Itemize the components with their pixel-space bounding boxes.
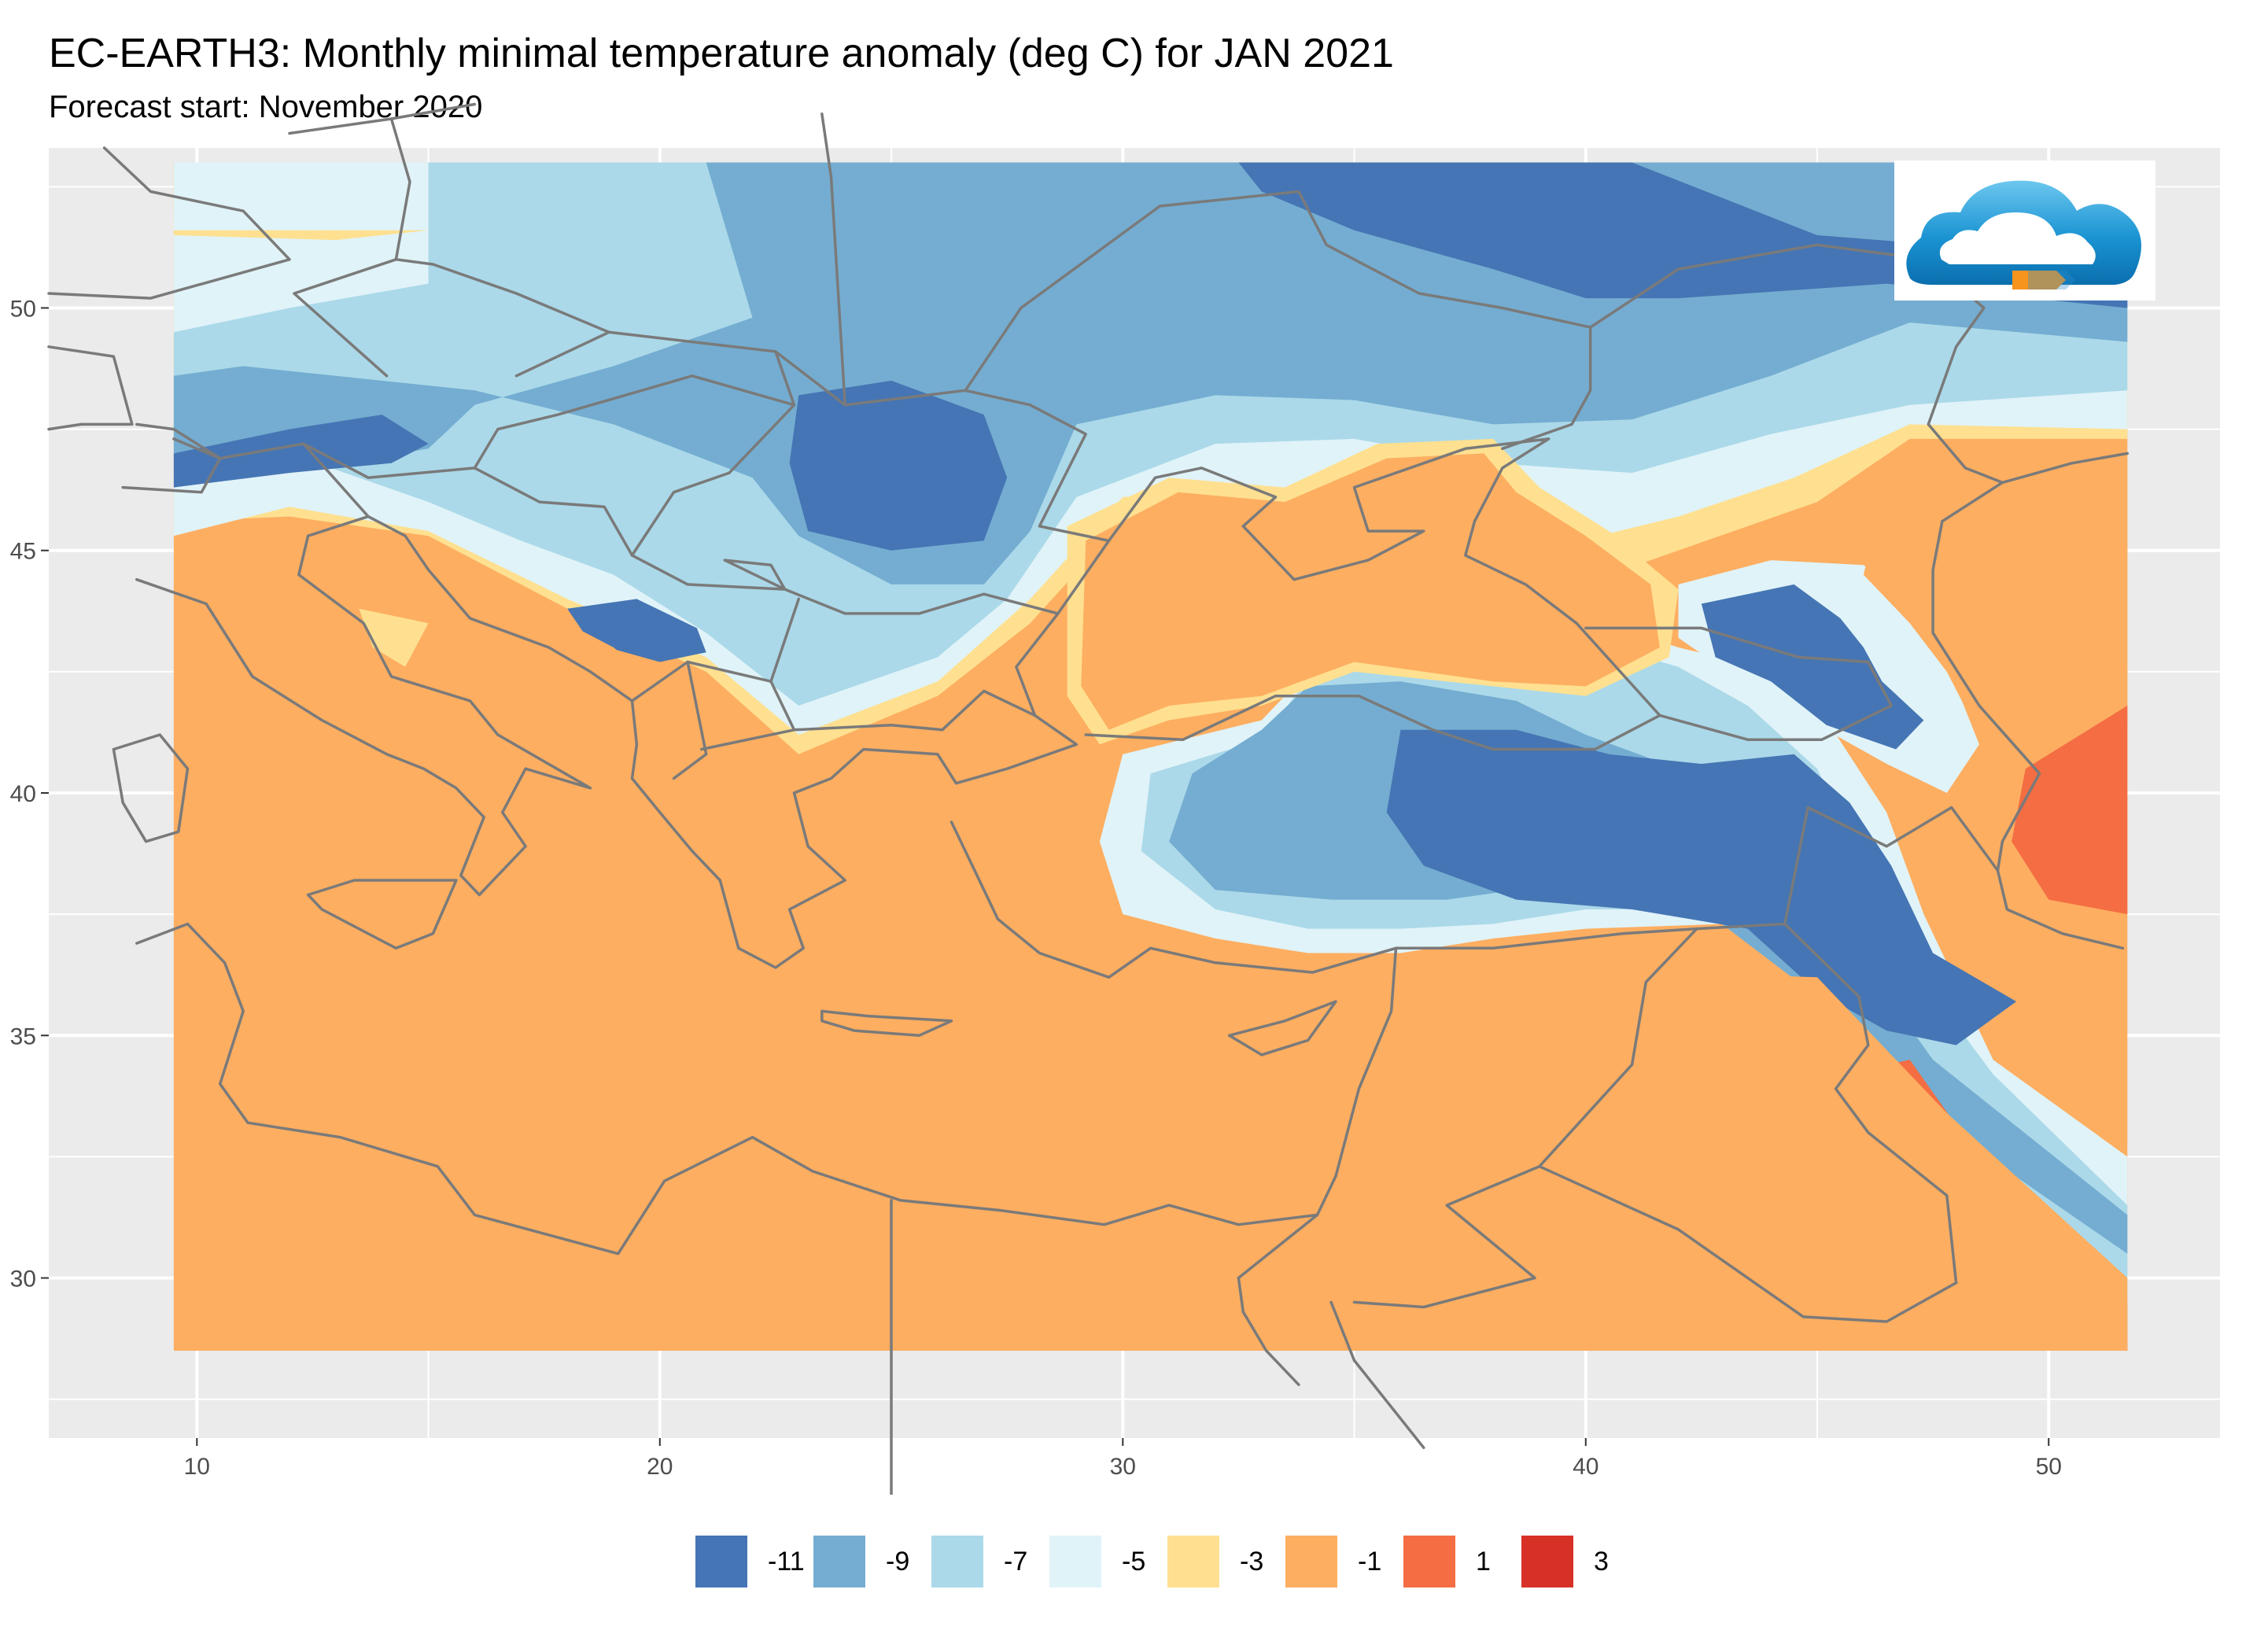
border-line (389, 117, 411, 261)
legend-label: -5 (1122, 1547, 1146, 1576)
legend-swatch (695, 1536, 747, 1587)
border-line (700, 728, 796, 751)
border-line (293, 258, 610, 378)
anomaly-region (173, 415, 429, 488)
border-line (1931, 519, 2125, 950)
border-line (1538, 1164, 1958, 1323)
y-tick-label: 40 (10, 781, 36, 807)
anomaly-region (1081, 453, 1660, 730)
legend-label: 1 (1476, 1547, 1491, 1576)
border-line (820, 1009, 953, 1038)
legend-swatch (1049, 1536, 1101, 1587)
border-line (1227, 1000, 1337, 1056)
legend-label: -1 (1358, 1547, 1382, 1576)
y-tick-label: 30 (10, 1267, 36, 1292)
anomaly-region (789, 380, 1008, 551)
border-line (672, 660, 708, 780)
chart-title: EC-EARTH3: Monthly minimal temperature a… (49, 31, 1394, 76)
y-tick-label: 35 (10, 1023, 36, 1049)
border-line (1394, 806, 1809, 950)
border-line (1329, 1300, 1425, 1450)
x-tick-label: 50 (2036, 1454, 2062, 1480)
border-line (135, 820, 1398, 1256)
legend-label: -11 (768, 1547, 805, 1576)
border-line (172, 350, 796, 479)
border-line (367, 437, 1661, 969)
border-line (1941, 452, 2130, 523)
legend: -11 -9 -7 -5 -3 -1 1 3 (0, 1536, 2242, 1591)
border-line (47, 146, 291, 300)
y-tick-label: 45 (10, 539, 36, 565)
anomaly-region (173, 531, 2128, 1351)
border-line (1237, 1276, 1300, 1386)
x-tick-label: 20 (647, 1454, 673, 1480)
border-line (1352, 927, 1698, 1309)
anomaly-region (567, 599, 706, 662)
anomaly-region (2012, 706, 2128, 915)
border-line (135, 442, 592, 897)
border-line (1237, 1213, 1319, 1280)
border-line (47, 345, 134, 431)
legend-swatch (1403, 1536, 1455, 1587)
legend-label: -9 (886, 1547, 910, 1576)
legend-swatch (1521, 1536, 1573, 1587)
border-line (1588, 243, 2004, 485)
legend-label: -7 (1004, 1547, 1028, 1576)
anomaly-region (1701, 584, 1924, 750)
anomaly-map: 10 20 30 40 50 30 35 40 45 50 (10, 102, 2220, 1495)
anomaly-region (359, 608, 429, 667)
legend-swatch (1285, 1536, 1337, 1587)
x-tick-label: 30 (1110, 1454, 1136, 1480)
border-line (630, 554, 1060, 615)
border-line (630, 597, 801, 702)
border-line (112, 733, 190, 843)
border-line (769, 680, 1037, 732)
anomaly-region (1386, 729, 2017, 1045)
anomaly-region (1863, 453, 2128, 769)
legend-swatch (1167, 1536, 1219, 1587)
y-tick-label: 50 (10, 296, 36, 322)
legend-swatch (931, 1536, 983, 1587)
border-line (1806, 806, 2000, 872)
legend-label: 3 (1594, 1547, 1609, 1576)
border-line (1783, 922, 1958, 1285)
x-tick-label: 10 (184, 1454, 210, 1480)
border-line (306, 879, 458, 950)
chart-subtitle: Forecast start: November 2020 (49, 90, 483, 124)
x-tick-label: 40 (1573, 1454, 1599, 1480)
border-line (288, 102, 477, 135)
border-line (820, 112, 846, 407)
border-line (121, 422, 222, 494)
border-line (1584, 626, 1893, 741)
cloud-logo-icon (1894, 160, 2155, 301)
border-line (964, 190, 1592, 451)
legend-swatch (813, 1536, 865, 1587)
legend-label: -3 (1240, 1547, 1264, 1576)
